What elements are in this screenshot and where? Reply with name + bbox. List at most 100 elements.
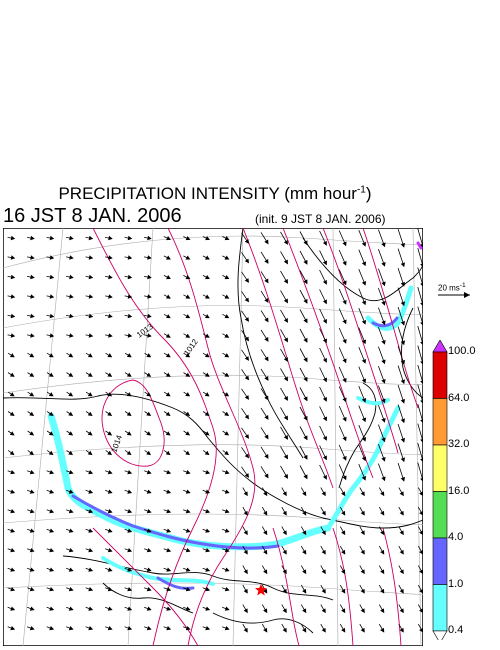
wind-vector-head: [88, 489, 94, 494]
wind-vector-head: [381, 437, 386, 443]
wind-vector-head: [303, 318, 308, 324]
wind-vector-head: [282, 569, 287, 575]
wind-vector-head: [127, 625, 133, 631]
wind-vector-head: [108, 235, 113, 241]
wind-vector-head: [264, 376, 269, 381]
wind-vector-head: [224, 411, 230, 416]
wind-vector-head: [107, 606, 113, 611]
wind-vector-head: [381, 398, 386, 404]
wind-vector-head: [68, 625, 74, 631]
wind-vector-head: [400, 320, 406, 326]
wind-vector-head: [185, 294, 191, 299]
wind-vector-head: [185, 275, 191, 280]
wind-vector-head: [224, 528, 230, 533]
wind-vector-head: [205, 625, 211, 631]
wind-vector-head: [146, 489, 152, 494]
chart-title: PRECIPITATION INTENSITY (mm hour-1): [58, 184, 372, 203]
wind-vector-head: [400, 457, 406, 463]
wind-vector-head: [303, 298, 308, 304]
wind-vector-head: [205, 489, 211, 494]
wind-vector-head: [146, 372, 152, 377]
wind-vector-head: [146, 392, 152, 397]
wind-vector-head: [302, 491, 307, 497]
wind-vector-head: [420, 477, 423, 482]
wind-vector-head: [400, 262, 406, 268]
wind-vector-head: [380, 491, 385, 497]
wind-vector-head: [381, 359, 386, 365]
wind-vector-head: [87, 431, 93, 436]
wind-vector-head: [205, 567, 211, 572]
wind-vector-head: [321, 491, 326, 497]
wind-vector-head: [185, 353, 191, 358]
wind-vector-head: [69, 274, 74, 280]
wind-vector-head: [322, 299, 327, 305]
wind-vector-head: [185, 236, 191, 241]
wind-vector-head: [224, 392, 230, 397]
wind-vector-head: [107, 431, 113, 436]
colorbar-label: 32.0: [448, 438, 470, 450]
wind-vector-head: [360, 588, 365, 594]
isobar-line: [362, 228, 419, 409]
wind-vector-head: [166, 236, 171, 241]
wind-vector-head: [146, 547, 152, 553]
wind-vector-head: [166, 625, 172, 631]
wind-vector-head: [244, 453, 249, 459]
wind-vector-head: [399, 530, 404, 536]
wind-vector-head: [264, 395, 269, 401]
wind-vector-head: [107, 411, 113, 416]
wind-vector-head: [88, 547, 94, 553]
wind-vector-head: [185, 431, 191, 436]
weather-map: 1013 1012 1014: [3, 228, 423, 646]
wind-vector-head: [380, 588, 385, 594]
wind-vector-head: [68, 353, 74, 358]
colorbar-segment: [432, 584, 448, 632]
isobar-line: [322, 228, 399, 454]
wind-vector-head: [282, 491, 287, 497]
wind-vector-head: [302, 510, 307, 516]
wind-vector-head: [244, 375, 249, 381]
wind-vector-head: [283, 474, 288, 479]
wind-vector-head: [88, 586, 94, 592]
wind-vector-head: [224, 547, 230, 553]
isobar-line: [242, 228, 334, 489]
wind-vector-head: [29, 469, 35, 475]
wind-vector-head: [49, 294, 55, 299]
wind-vector-head: [10, 489, 16, 494]
wind-vector-head: [381, 476, 386, 482]
wind-vector-head: [48, 353, 54, 358]
wind-vector-head: [88, 294, 94, 299]
wind-vector-head: [283, 454, 288, 460]
wind-vector-head: [322, 377, 327, 383]
wind-vector-head: [30, 255, 35, 260]
wind-vector-head: [303, 279, 308, 285]
wind-vector-head: [68, 547, 74, 553]
wind-vector-head: [399, 569, 404, 575]
wind-vector-head: [322, 396, 327, 402]
wind-vector-head: [283, 240, 288, 245]
wind-vector-head: [361, 378, 367, 384]
wind-vector-head: [127, 255, 133, 260]
wind-vector-head: [10, 313, 16, 319]
wind-vector-head: [322, 416, 327, 422]
colorbar-segment: [432, 491, 448, 539]
wind-vector-head: [166, 294, 171, 299]
wind-vector-head: [88, 567, 94, 572]
wind-vector-head: [303, 454, 308, 460]
wind-vector-head: [342, 377, 347, 383]
wind-vector-head: [322, 318, 327, 324]
wind-vector-head: [49, 586, 55, 592]
wind-vector-head: [147, 333, 152, 338]
wind-vector-head: [360, 608, 365, 614]
wind-vector-head: [88, 606, 94, 611]
wind-vector-head: [303, 357, 308, 363]
wind-vector-head: [29, 567, 35, 572]
wind-vector-head: [127, 528, 133, 533]
wind-vector-head: [381, 242, 386, 248]
wind-vector-head: [302, 530, 307, 536]
wind-vector-head: [9, 431, 15, 436]
wind-vector-head: [400, 379, 406, 385]
wind-vector-head: [10, 625, 16, 631]
wind-vector-head: [303, 396, 308, 402]
wind-vector-head: [380, 549, 385, 555]
isobar-line: [167, 228, 256, 646]
